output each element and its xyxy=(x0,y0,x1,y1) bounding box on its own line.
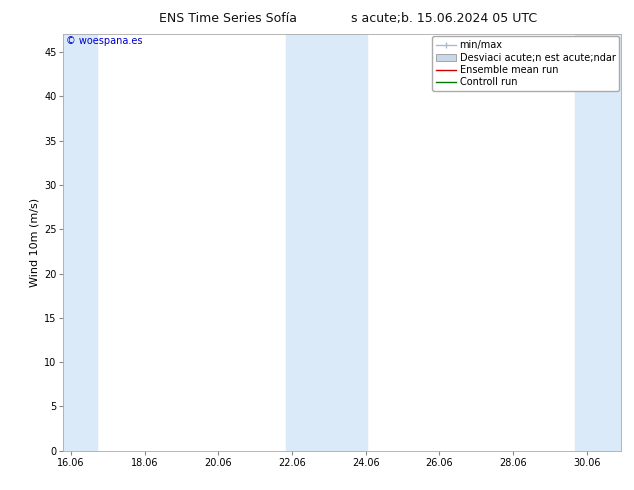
Bar xyxy=(286,34,367,451)
Text: ENS Time Series Sofía: ENS Time Series Sofía xyxy=(159,12,297,25)
Y-axis label: Wind 10m (m/s): Wind 10m (m/s) xyxy=(30,198,40,287)
Bar xyxy=(575,34,621,451)
Text: © woespana.es: © woespana.es xyxy=(66,36,143,47)
Legend: min/max, Desviaci acute;n est acute;ndar, Ensemble mean run, Controll run: min/max, Desviaci acute;n est acute;ndar… xyxy=(432,36,619,91)
Text: s acute;b. 15.06.2024 05 UTC: s acute;b. 15.06.2024 05 UTC xyxy=(351,12,537,25)
Bar xyxy=(63,34,96,451)
